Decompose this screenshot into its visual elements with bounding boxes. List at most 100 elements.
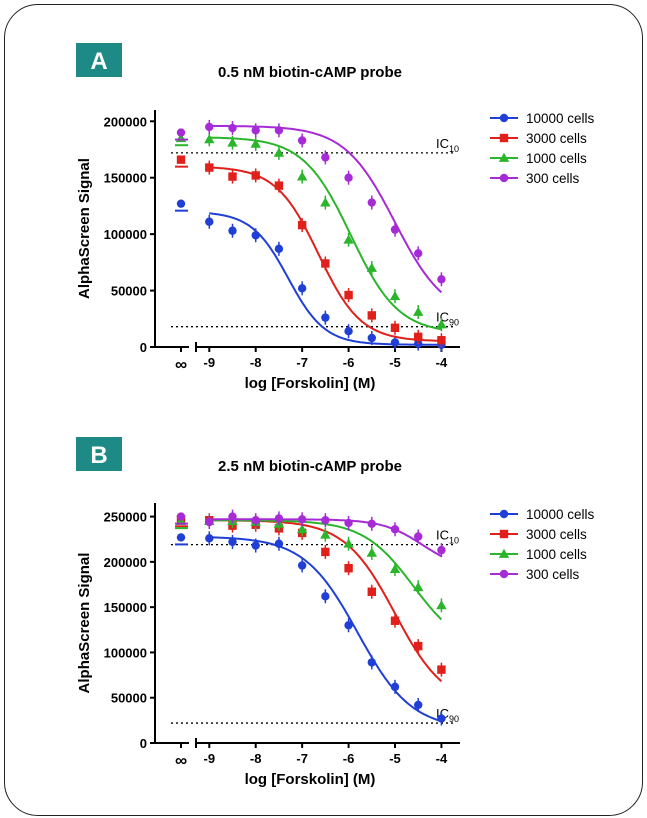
chart-panel-a: A 0.5 nM biotin-cAMP probe 0 50000 100000 150… [76, 43, 595, 392]
data-point [344, 518, 353, 528]
reference-line-subscript: 10 [449, 536, 459, 546]
data-point [273, 147, 285, 157]
data-point-zero [176, 533, 186, 542]
data-point [343, 234, 354, 244]
data-point [367, 658, 376, 667]
data-point [228, 172, 237, 181]
legend-entry: 3000 cells [490, 131, 587, 146]
data-point [436, 600, 447, 610]
data-point [228, 123, 237, 133]
data-point [320, 197, 331, 207]
x-tick-label: -9 [204, 751, 216, 766]
panel-badge [76, 437, 122, 471]
data-point [367, 311, 376, 320]
data-point [367, 198, 376, 207]
data-point-zero [176, 128, 186, 137]
legend-entry: 10000 cells [490, 507, 595, 522]
series-10000-cells [175, 199, 446, 352]
data-point [274, 181, 284, 190]
figure-card [4, 4, 643, 816]
data-point [205, 163, 214, 172]
chart-title: 2.5 nM biotin-cAMP probe [218, 458, 402, 475]
y-tick-label: 250000 [104, 510, 147, 525]
fit-curve [209, 124, 443, 294]
legend-entry: 300 cells [490, 567, 580, 582]
legend-label: 10000 cells [526, 507, 595, 522]
data-point [413, 582, 424, 592]
legend-label: 1000 cells [526, 547, 587, 562]
data-point [390, 525, 400, 534]
y-tick-label: 200000 [104, 114, 147, 129]
chart-title: 0.5 nM biotin-cAMP probe [218, 64, 402, 81]
y-tick-label: 100000 [104, 645, 147, 660]
reference-line-label: IC10 [436, 136, 459, 154]
data-point [274, 514, 284, 523]
data-point [390, 682, 400, 692]
data-point [297, 136, 307, 145]
data-point [297, 561, 307, 570]
data-point [297, 515, 307, 524]
data-point [344, 290, 353, 300]
data-point [437, 665, 446, 674]
y-tick-label: 0 [140, 340, 147, 355]
y-axis-label: AlphaScreen Signal [76, 553, 93, 694]
panel-badge [76, 43, 122, 77]
data-point [437, 714, 446, 723]
reference-line-subscript: 10 [449, 144, 459, 154]
legend-entry: 3000 cells [490, 527, 587, 542]
data-point-zero [176, 155, 186, 164]
legend-label: 3000 cells [526, 131, 587, 146]
series-3000-cells [175, 155, 446, 348]
fit-curve [209, 212, 442, 346]
data-point [389, 291, 401, 301]
x-tick-label: -8 [250, 355, 262, 370]
fit-curve [209, 136, 442, 331]
data-point [321, 516, 330, 525]
data-point [227, 137, 238, 147]
x-tick-label: -7 [296, 751, 308, 766]
legend-entry: 1000 cells [490, 547, 587, 562]
x-tick-label: -4 [436, 355, 448, 370]
y-tick-label: 50000 [111, 284, 147, 299]
legend-marker [499, 509, 509, 519]
data-point [414, 332, 423, 342]
series-300-cells [175, 509, 446, 558]
data-point [437, 545, 446, 555]
series-300-cells [175, 119, 446, 294]
data-point [321, 153, 330, 162]
data-point [251, 171, 260, 180]
data-point [250, 138, 261, 148]
data-point [344, 621, 353, 630]
panel-label: B [90, 442, 107, 469]
legend-label: 3000 cells [526, 527, 587, 542]
x-tick-label-zero: ∞ [175, 355, 187, 374]
data-point [367, 587, 376, 596]
data-point [274, 126, 284, 135]
data-point [413, 306, 424, 316]
y-tick-label: 200000 [104, 555, 147, 570]
data-point [296, 524, 308, 534]
data-point [205, 217, 214, 226]
data-point [297, 284, 307, 293]
legend-marker [499, 569, 509, 579]
data-point [296, 171, 308, 181]
data-point [344, 327, 353, 336]
y-tick-label: 100000 [104, 227, 147, 242]
y-tick-label: 150000 [104, 171, 147, 186]
x-axis-label: log [Forskolin] (M) [245, 771, 376, 788]
data-point [344, 564, 353, 573]
data-point [344, 173, 353, 182]
data-point [205, 122, 214, 132]
data-point [436, 319, 447, 329]
data-point [437, 275, 446, 284]
legend-entry: 300 cells [490, 171, 580, 186]
panel-label: A [90, 48, 107, 75]
series-1000-cells [175, 132, 447, 332]
x-tick-label-zero: ∞ [175, 751, 187, 770]
data-point [228, 226, 237, 235]
data-point [343, 538, 354, 548]
reference-line-subscript: 90 [449, 714, 459, 724]
data-point [274, 539, 284, 548]
data-point [204, 134, 215, 144]
data-point [414, 700, 423, 710]
